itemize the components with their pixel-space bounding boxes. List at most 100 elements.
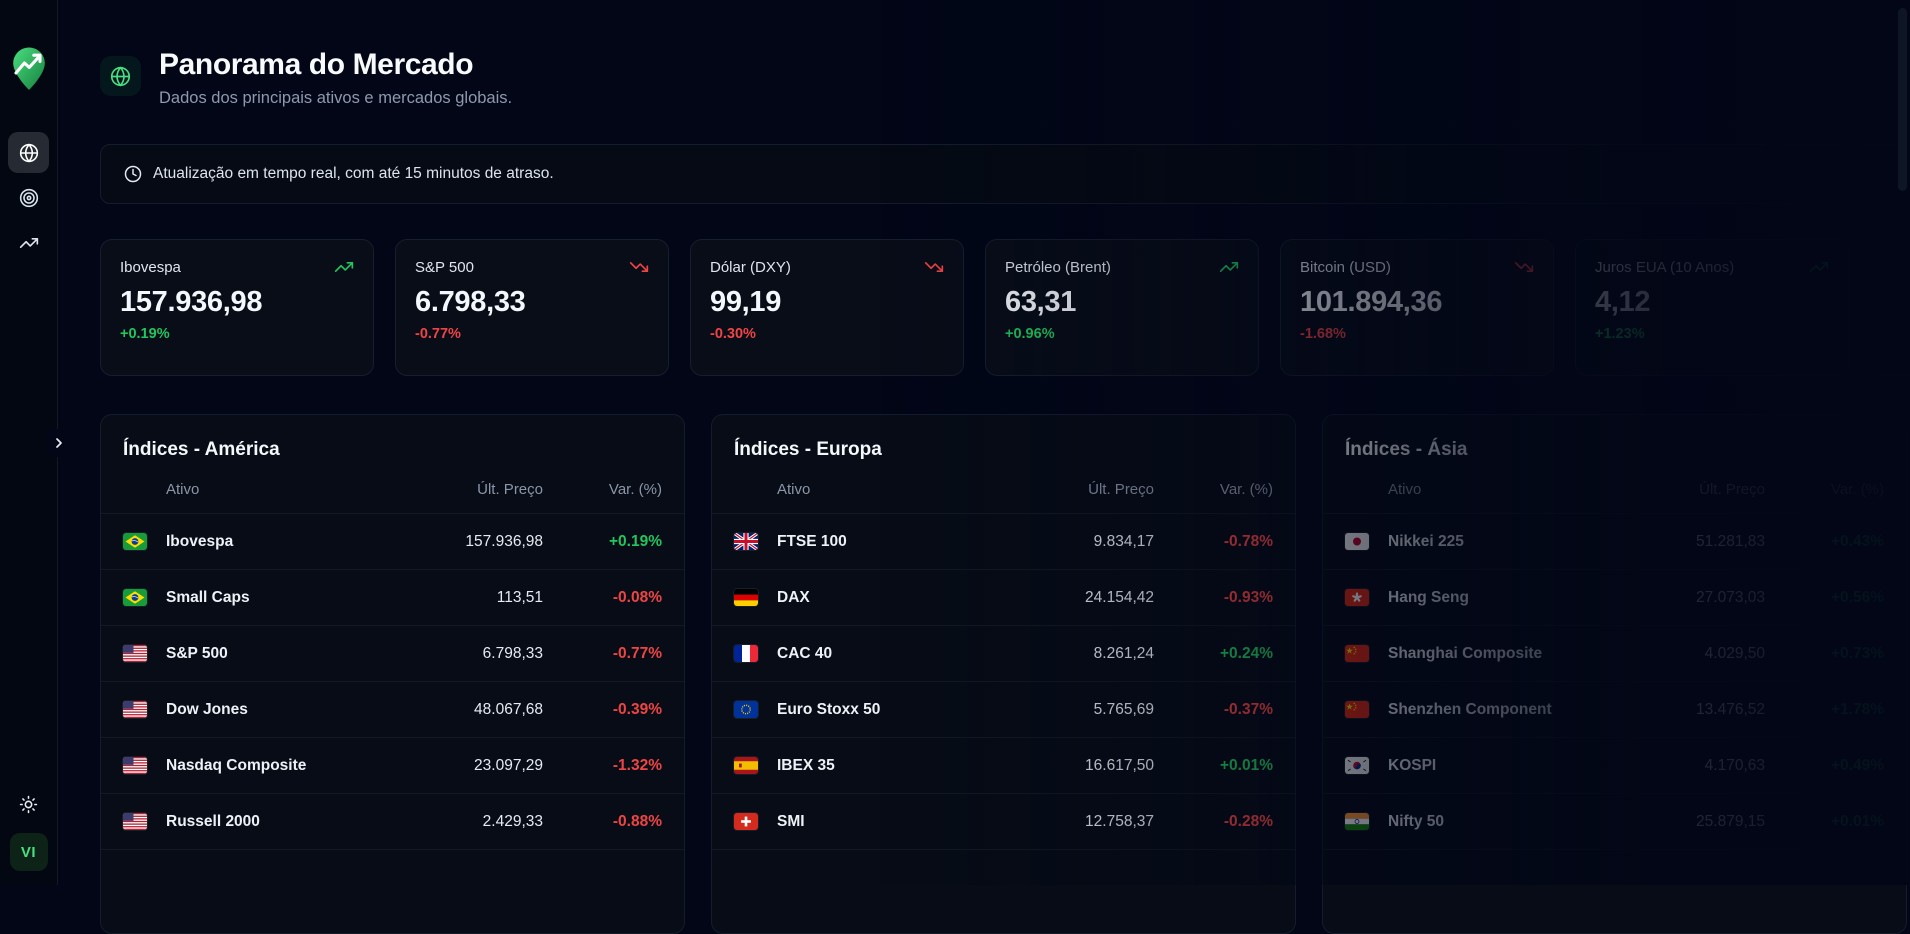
update-notice: Atualização em tempo real, com até 15 mi…	[100, 144, 1907, 204]
table-row-partial	[1323, 849, 1906, 905]
card-value: 63,31	[1005, 286, 1239, 319]
asset-price: 2.429,33	[413, 813, 543, 831]
page-header: Panorama do Mercado Dados dos principais…	[100, 38, 1907, 108]
summary-card[interactable]: Petróleo (Brent) 63,31 +0.96%	[985, 239, 1259, 376]
asset-price: 13.476,52	[1635, 701, 1765, 719]
trend-pin-logo-icon	[11, 46, 47, 92]
ch-flag-icon	[734, 813, 758, 830]
table-row[interactable]: Hang Seng 27.073,03 +0.56%	[1323, 569, 1906, 625]
card-change: +0.96%	[1005, 326, 1239, 342]
table-row[interactable]: SMI 12.758,37 -0.28%	[712, 793, 1295, 849]
sidebar-item-globe[interactable]	[8, 132, 49, 173]
theme-toggle-button[interactable]	[10, 785, 48, 823]
asset-name: Euro Stoxx 50	[777, 701, 880, 719]
asset-name: Shenzhen Component	[1388, 701, 1552, 719]
asset-price: 25.879,15	[1635, 813, 1765, 831]
table-row[interactable]: FTSE 100 9.834,17 -0.78%	[712, 513, 1295, 569]
table-row[interactable]: Nasdaq Composite 23.097,29 -1.32%	[101, 737, 684, 793]
chevron-right-icon	[51, 435, 67, 451]
sidebar-item-target[interactable]	[8, 177, 49, 218]
trending-down-icon	[1514, 257, 1534, 277]
globe-icon	[100, 56, 141, 96]
asset-change: +0.73%	[1784, 645, 1884, 663]
notice-text: Atualização em tempo real, com até 15 mi…	[153, 165, 554, 183]
asset-name: S&P 500	[166, 645, 228, 663]
summary-card[interactable]: Bitcoin (USD) 101.894,36 -1.68%	[1280, 239, 1554, 376]
asset-price: 4.170,63	[1635, 757, 1765, 775]
table-row[interactable]: Nikkei 225 51.281,83 +0.43%	[1323, 513, 1906, 569]
target-icon	[19, 188, 39, 208]
card-change: -0.77%	[415, 326, 649, 342]
table-row[interactable]: Nifty 50 25.879,15 +0.01%	[1323, 793, 1906, 849]
table-title: Índices - América	[101, 415, 684, 461]
table-row[interactable]: Dow Jones 48.067,68 -0.39%	[101, 681, 684, 737]
table-row[interactable]: KOSPI 4.170,63 +0.49%	[1323, 737, 1906, 793]
user-avatar[interactable]: VI	[10, 833, 48, 871]
card-title: Ibovespa	[120, 259, 181, 276]
card-value: 157.936,98	[120, 286, 354, 319]
table-row[interactable]: Russell 2000 2.429,33 -0.88%	[101, 793, 684, 849]
asset-name: SMI	[777, 813, 805, 831]
table-row[interactable]: S&P 500 6.798,33 -0.77%	[101, 625, 684, 681]
asset-change: +0.43%	[1784, 533, 1884, 551]
sidebar-expand-button[interactable]	[47, 429, 70, 457]
app-logo[interactable]	[10, 44, 48, 94]
asset-change: -0.93%	[1173, 589, 1273, 607]
trending-up-icon	[334, 257, 354, 277]
asset-name: Nikkei 225	[1388, 533, 1464, 551]
in-flag-icon	[1345, 813, 1369, 830]
table-body: Nikkei 225 51.281,83 +0.43% Hang Seng 27…	[1323, 513, 1906, 905]
card-title: Juros EUA (10 Anos)	[1595, 259, 1734, 276]
asset-change: -0.28%	[1173, 813, 1273, 831]
table-header: Ativo Últ. Preço Var. (%)	[101, 461, 684, 513]
cn-flag-icon	[1345, 701, 1369, 718]
main-content: Panorama do Mercado Dados dos principais…	[58, 0, 1910, 934]
asset-name: DAX	[777, 589, 810, 607]
card-change: -1.68%	[1300, 326, 1534, 342]
table-row[interactable]: Shanghai Composite 4.029,50 +0.73%	[1323, 625, 1906, 681]
card-title: Dólar (DXY)	[710, 259, 791, 276]
card-change: +1.23%	[1595, 326, 1829, 342]
cn-flag-icon	[1345, 645, 1369, 662]
table-row[interactable]: Ibovespa 157.936,98 +0.19%	[101, 513, 684, 569]
card-value: 4,12	[1595, 286, 1829, 319]
page-title: Panorama do Mercado	[159, 48, 512, 82]
trending-up-icon	[19, 233, 39, 253]
asset-price: 6.798,33	[413, 645, 543, 663]
asset-name: Russell 2000	[166, 813, 260, 831]
column-header-price: Últ. Preço	[1635, 481, 1765, 498]
scrollbar[interactable]	[1898, 8, 1907, 191]
asset-price: 16.617,50	[1024, 757, 1154, 775]
eu-flag-icon	[734, 701, 758, 718]
sidebar-item-trending-up[interactable]	[8, 222, 49, 263]
asset-change: -0.08%	[562, 589, 662, 607]
summary-card[interactable]: Dólar (DXY) 99,19 -0.30%	[690, 239, 964, 376]
card-title: Bitcoin (USD)	[1300, 259, 1391, 276]
asset-price: 8.261,24	[1024, 645, 1154, 663]
asset-name: Small Caps	[166, 589, 250, 607]
card-change: +0.19%	[120, 326, 354, 342]
table-row[interactable]: Euro Stoxx 50 5.765,69 -0.37%	[712, 681, 1295, 737]
table-body: Ibovespa 157.936,98 +0.19% Small Caps 11…	[101, 513, 684, 905]
asset-price: 23.097,29	[413, 757, 543, 775]
trending-down-icon	[924, 257, 944, 277]
us-flag-icon	[123, 701, 147, 718]
jp-flag-icon	[1345, 533, 1369, 550]
table-title: Índices - Ásia	[1323, 415, 1906, 461]
summary-card[interactable]: S&P 500 6.798,33 -0.77%	[395, 239, 669, 376]
table-header: Ativo Últ. Preço Var. (%)	[712, 461, 1295, 513]
table-row[interactable]: Small Caps 113,51 -0.08%	[101, 569, 684, 625]
asset-name: Dow Jones	[166, 701, 248, 719]
table-row[interactable]: Shenzhen Component 13.476,52 +1.78%	[1323, 681, 1906, 737]
hk-flag-icon	[1345, 589, 1369, 606]
summary-card[interactable]: Ibovespa 157.936,98 +0.19%	[100, 239, 374, 376]
table-row[interactable]: CAC 40 8.261,24 +0.24%	[712, 625, 1295, 681]
summary-card[interactable]: Juros EUA (10 Anos) 4,12 +1.23%	[1575, 239, 1849, 376]
index-tables: Índices - América Ativo Últ. Preço Var. …	[100, 414, 1907, 934]
table-row[interactable]: IBEX 35 16.617,50 +0.01%	[712, 737, 1295, 793]
asset-change: -0.88%	[562, 813, 662, 831]
table-row[interactable]: DAX 24.154,42 -0.93%	[712, 569, 1295, 625]
card-title: S&P 500	[415, 259, 474, 276]
us-flag-icon	[123, 813, 147, 830]
column-header-var: Var. (%)	[1173, 481, 1273, 498]
